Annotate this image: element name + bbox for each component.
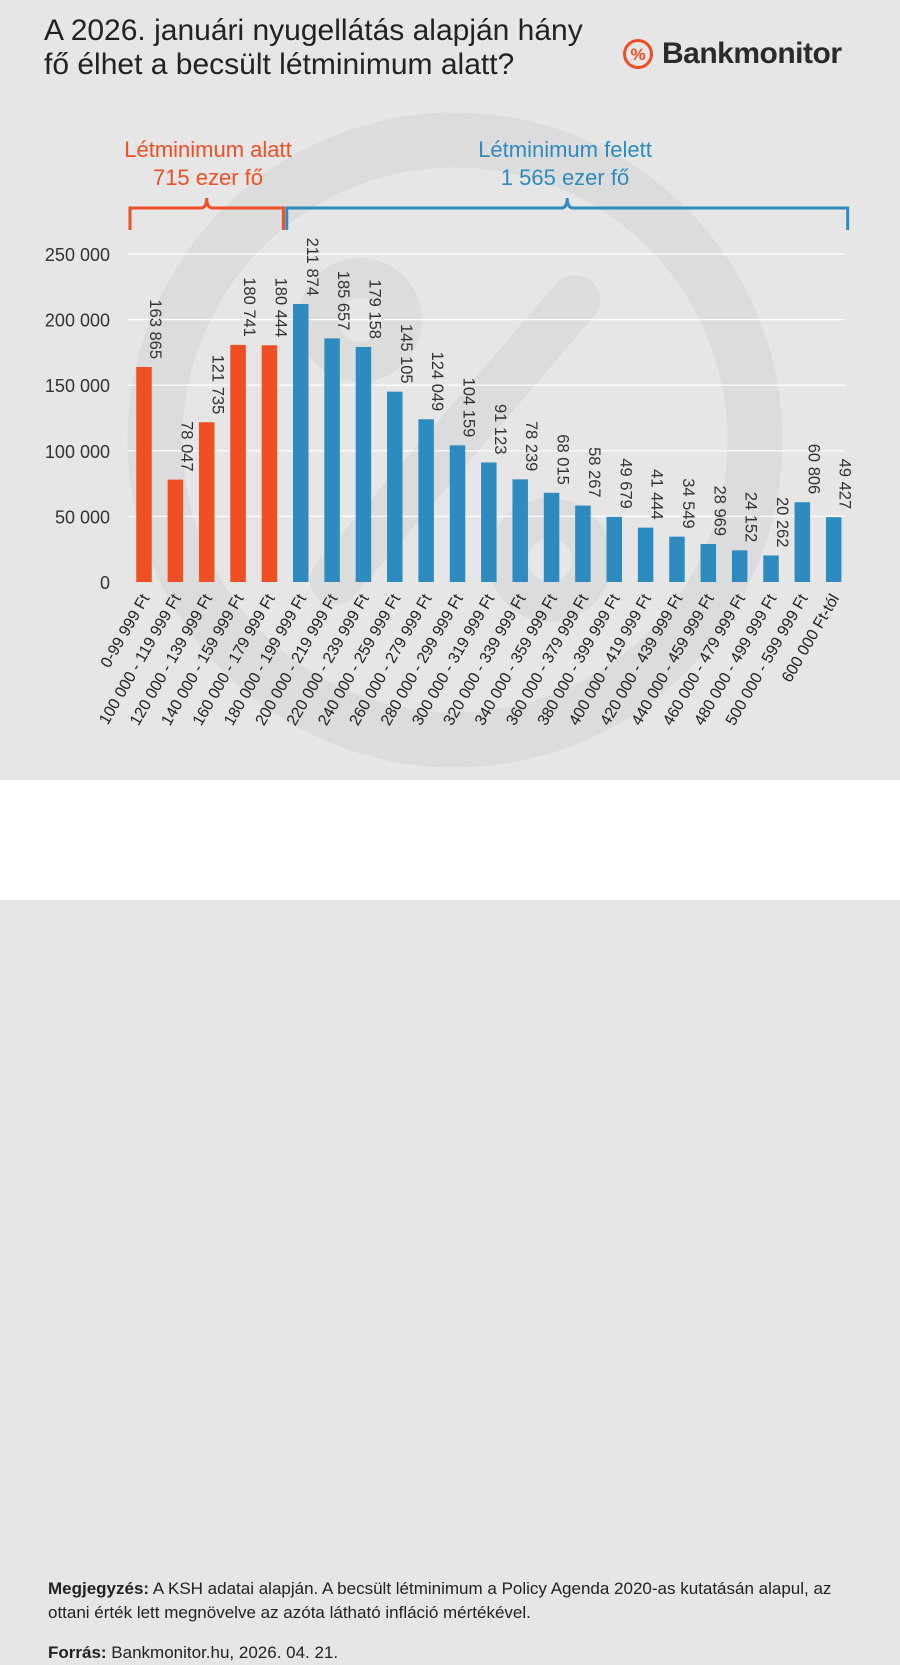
- value-label: 49 427: [836, 459, 854, 509]
- value-label: 34 549: [679, 478, 697, 528]
- bar: [512, 479, 528, 582]
- value-label: 104 159: [460, 378, 478, 438]
- bar: [136, 367, 152, 582]
- y-tick-label: 0: [100, 573, 110, 593]
- value-label: 78 047: [177, 421, 195, 471]
- watermark-ring: [127, 112, 783, 768]
- logo-ring: [623, 39, 653, 69]
- value-label: 60 806: [804, 444, 822, 494]
- bar: [167, 479, 184, 582]
- value-label: 179 158: [365, 279, 383, 339]
- y-tick-label: 150 000: [45, 376, 110, 396]
- y-tick-label: 200 000: [45, 311, 110, 331]
- chart-title: A 2026. januári nyugellátás alapján hány…: [44, 14, 583, 81]
- bar: [794, 502, 811, 582]
- group-below-title: Létminimum alatt: [124, 137, 292, 162]
- bar: [481, 462, 497, 582]
- bar: [637, 527, 654, 582]
- bracket-above: [285, 197, 850, 230]
- group-label-below: Létminimum alatt 715 ezer fő: [110, 136, 306, 192]
- value-label: 78 239: [522, 421, 540, 471]
- source-label: Forrás:: [48, 1643, 107, 1662]
- bar: [355, 346, 372, 582]
- y-tick-label: 100 000: [45, 442, 110, 462]
- value-label: 91 123: [491, 404, 509, 454]
- footer-note: Megjegyzés: A KSH adatai alapján. A becs…: [48, 1577, 868, 1625]
- group-above-title: Létminimum felett: [478, 137, 652, 162]
- value-label: 145 105: [397, 324, 415, 384]
- bar: [387, 391, 403, 582]
- value-label: 41 444: [648, 469, 666, 519]
- note-text: A KSH adatai alapján. A becsült létminim…: [48, 1579, 832, 1622]
- value-label: 49 679: [616, 458, 634, 508]
- logo-percent-sign: %: [630, 45, 645, 64]
- bar: [669, 536, 685, 582]
- bar: [418, 419, 434, 582]
- bar: [606, 516, 622, 582]
- watermark-slash: [310, 275, 600, 605]
- footer-source: Forrás: Bankmonitor.hu, 2026. 04. 21.: [48, 1641, 338, 1665]
- group-label-above: Létminimum felett 1 565 ezer fő: [440, 136, 690, 192]
- footer: Megjegyzés: A KSH adatai alapján. A becs…: [0, 780, 900, 1662]
- bar: [700, 543, 717, 582]
- brand-name: Bankmonitor: [662, 37, 842, 70]
- bar: [763, 555, 779, 582]
- value-label: 58 267: [585, 447, 603, 497]
- bar: [575, 505, 591, 582]
- bar: [324, 338, 340, 582]
- chart-card: A 2026. januári nyugellátás alapján hány…: [0, 0, 900, 780]
- bar-chart: 0 50 000 100 000 150 000 200 000 250 000 163 8…: [45, 197, 854, 729]
- bar: [731, 550, 748, 582]
- y-tick-label: 50 000: [55, 507, 110, 527]
- bar: [449, 445, 466, 582]
- value-label: 20 262: [773, 497, 791, 547]
- value-label: 180 741: [240, 277, 258, 337]
- note-label: Megjegyzés:: [48, 1579, 150, 1598]
- bar: [293, 304, 309, 582]
- bar: [261, 345, 278, 582]
- value-label: 180 444: [271, 278, 289, 338]
- brand-logo: % Bankmonitor: [622, 36, 842, 72]
- group-below-value: 715 ezer fő: [152, 165, 264, 190]
- value-label: 211 874: [303, 238, 321, 296]
- percent-circle-icon: %: [623, 39, 653, 69]
- value-label: 124 049: [428, 352, 446, 412]
- value-label: 163 865: [146, 299, 164, 359]
- bracket-below: [128, 197, 285, 230]
- value-label: 24 152: [742, 492, 760, 542]
- value-label: 121 735: [209, 355, 227, 415]
- value-label: 28 969: [710, 486, 728, 536]
- value-label: 185 657: [334, 271, 352, 331]
- value-label: 68 015: [554, 434, 572, 484]
- group-above-value: 1 565 ezer fő: [500, 165, 630, 190]
- bar: [230, 344, 246, 582]
- source-text: Bankmonitor.hu, 2026. 04. 21.: [106, 1643, 339, 1662]
- bar: [198, 422, 215, 582]
- bar: [543, 492, 560, 582]
- bar: [825, 517, 842, 582]
- y-tick-label: 250 000: [45, 245, 110, 265]
